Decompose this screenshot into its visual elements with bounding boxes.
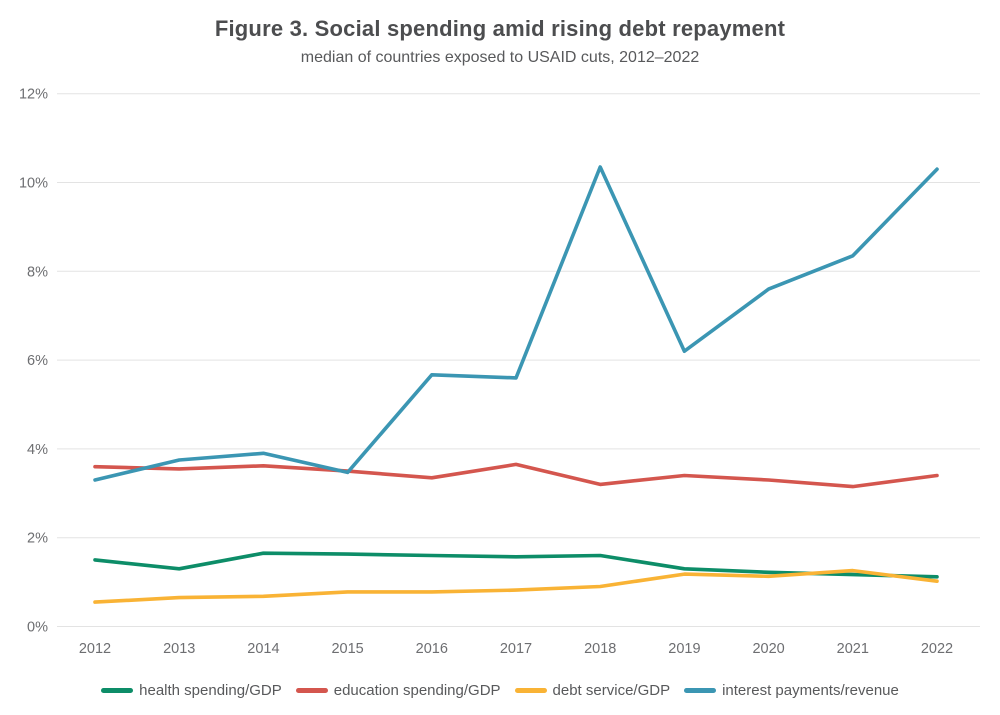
legend-swatch-icon bbox=[101, 688, 134, 693]
x-axis-tick-label: 2020 bbox=[752, 641, 784, 657]
legend-item: debt service/GDP bbox=[514, 682, 671, 699]
y-axis-tick-label: 0% bbox=[27, 620, 48, 636]
legend-label: interest payments/revenue bbox=[722, 682, 899, 699]
chart-legend: health spending/GDP education spending/GD… bbox=[0, 682, 1000, 699]
y-axis-tick-label: 2% bbox=[27, 531, 48, 547]
chart-title: Figure 3. Social spending amid rising de… bbox=[214, 16, 786, 41]
x-axis-tick-label: 2021 bbox=[837, 641, 869, 657]
x-axis-tick-label: 2018 bbox=[584, 641, 616, 657]
x-axis-tick-label: 2013 bbox=[163, 641, 195, 657]
x-axis-tick-label: 2015 bbox=[331, 641, 363, 657]
legend-swatch-icon bbox=[514, 688, 547, 693]
x-axis-tick-label: 2019 bbox=[668, 641, 700, 657]
y-axis-tick-label: 10% bbox=[19, 176, 48, 192]
y-axis-tick-label: 8% bbox=[27, 264, 48, 280]
x-axis-tick-label: 2014 bbox=[247, 641, 279, 657]
series-line-debt-service-gdp bbox=[93, 568, 939, 604]
y-axis-tick-label: 12% bbox=[19, 87, 48, 103]
legend-item: interest payments/revenue bbox=[684, 682, 899, 699]
legend-label: health spending/GDP bbox=[139, 682, 282, 699]
series-line-interest-payments-revenue bbox=[93, 165, 939, 482]
chart-subtitle: median of countries exposed to USAID cut… bbox=[300, 49, 700, 66]
x-axis-tick-label: 2012 bbox=[79, 641, 111, 657]
legend-item: education spending/GDP bbox=[295, 682, 501, 699]
legend-item: health spending/GDP bbox=[101, 682, 282, 699]
legend-label: debt service/GDP bbox=[552, 682, 671, 699]
legend-swatch-icon bbox=[295, 688, 328, 693]
chart-header: Figure 3. Social spending amid rising de… bbox=[0, 16, 1000, 67]
x-axis-tick-label: 2022 bbox=[921, 641, 953, 657]
y-axis-tick-label: 4% bbox=[27, 442, 48, 458]
x-axis-tick-label: 2016 bbox=[416, 641, 448, 657]
legend-swatch-icon bbox=[684, 688, 717, 693]
x-axis-tick-label: 2017 bbox=[500, 641, 532, 657]
y-axis-tick-label: 6% bbox=[27, 353, 48, 369]
legend-label: education spending/GDP bbox=[333, 682, 501, 699]
series-line-education-spending-gdp bbox=[93, 462, 939, 489]
